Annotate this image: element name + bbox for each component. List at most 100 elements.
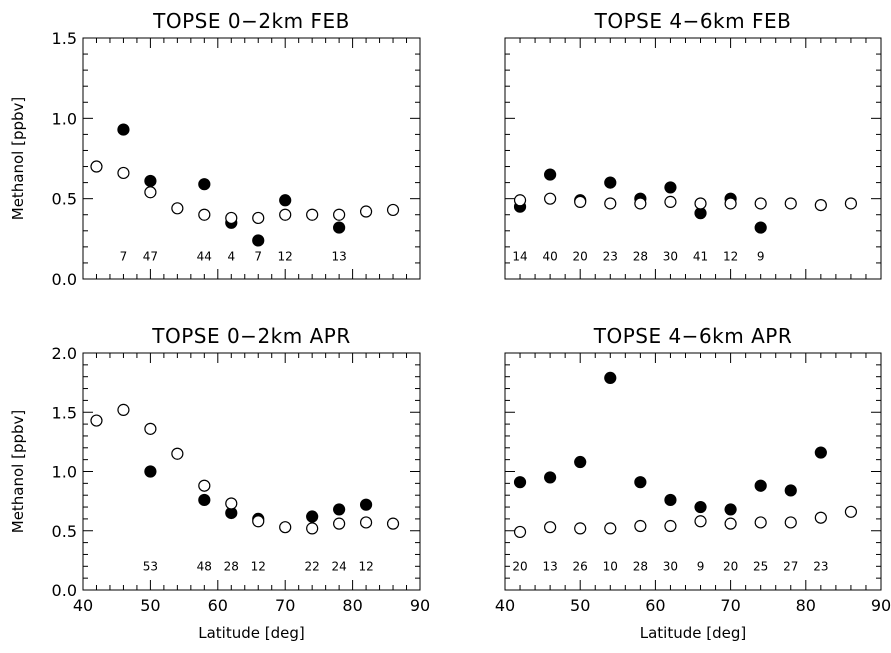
sample-count-label: 25	[753, 559, 768, 573]
sample-count-label: 12	[278, 250, 293, 264]
sample-count-label: 26	[573, 559, 588, 573]
sample-count-label: 12	[251, 559, 266, 573]
x-tick-label: 40	[495, 596, 515, 615]
panel-title: TOPSE 0−2km APR	[151, 324, 350, 348]
data-point-open	[144, 186, 157, 199]
data-point-open	[814, 511, 827, 524]
x-tick-label: 60	[645, 596, 665, 615]
sample-count-label: 12	[723, 250, 738, 264]
data-point-filled	[754, 479, 767, 492]
sample-count-label: 4	[227, 250, 235, 264]
x-tick-label: 60	[208, 596, 228, 615]
sample-count-label: 9	[697, 559, 705, 573]
data-point-filled	[544, 471, 557, 484]
data-point-open	[359, 516, 373, 529]
data-point-open	[544, 192, 557, 205]
data-point-filled	[333, 503, 346, 516]
data-point-open	[306, 208, 319, 221]
sample-count-label: 9	[757, 250, 765, 264]
data-point-filled	[513, 476, 527, 489]
data-point-open	[754, 197, 767, 210]
data-point-open	[604, 522, 617, 535]
y-tick-label: 2.0	[52, 344, 77, 363]
data-point-open	[171, 447, 184, 460]
data-point-filled	[252, 234, 265, 247]
sample-count-label: 20	[573, 250, 588, 264]
data-point-open	[333, 208, 346, 221]
y-tick-label: 1.5	[52, 29, 77, 48]
plot-frame	[82, 37, 421, 280]
data-point-open	[198, 479, 211, 492]
y-tick-label: 1.5	[52, 403, 77, 422]
x-tick-label: 80	[796, 596, 816, 615]
data-point-filled	[664, 493, 677, 507]
sample-count-label: 13	[542, 559, 557, 573]
sample-count-label: 20	[723, 559, 738, 573]
data-point-open	[544, 521, 557, 534]
x-axis-label: Latitude [deg]	[640, 624, 746, 642]
data-point-filled	[814, 446, 827, 459]
sample-count-label: 20	[512, 559, 527, 573]
data-point-filled	[144, 465, 157, 478]
data-point-open	[117, 403, 130, 416]
data-point-filled	[694, 500, 707, 514]
data-point-open	[225, 497, 238, 510]
data-point-open	[784, 197, 797, 210]
data-point-filled	[144, 174, 157, 188]
data-point-filled	[359, 498, 373, 511]
data-point-open	[144, 422, 157, 435]
sample-count-label: 13	[331, 250, 346, 264]
sample-count-label: 28	[633, 559, 648, 573]
data-point-filled	[306, 510, 319, 523]
sample-count-label: 44	[197, 250, 212, 264]
data-point-filled	[198, 178, 211, 191]
data-point-open	[386, 517, 400, 530]
x-tick-label: 50	[570, 596, 590, 615]
panel-title: TOPSE 0−2km FEB	[152, 9, 350, 33]
data-point-open	[664, 519, 677, 533]
panel-title: TOPSE 4−6km APR	[593, 324, 792, 348]
data-point-open	[724, 517, 737, 530]
data-point-open	[574, 522, 587, 535]
data-point-open	[386, 203, 400, 217]
sample-count-label: 24	[331, 559, 346, 573]
data-point-filled	[754, 221, 767, 234]
data-point-open	[90, 414, 103, 427]
data-point-open	[844, 505, 858, 518]
sample-count-label: 23	[603, 250, 618, 264]
data-point-open	[252, 515, 265, 528]
sample-count-label: 7	[254, 250, 262, 264]
data-point-open	[333, 517, 346, 530]
y-axis-label: Methanol [ppbv]	[9, 97, 27, 221]
sample-count-label: 53	[143, 559, 158, 573]
data-point-open	[117, 166, 130, 180]
data-point-open	[306, 522, 319, 535]
data-point-filled	[117, 123, 130, 136]
x-tick-label: 70	[275, 596, 295, 615]
data-point-filled	[634, 476, 647, 489]
data-point-filled	[664, 181, 677, 194]
data-point-filled	[784, 484, 797, 497]
data-point-open	[225, 211, 238, 225]
sample-count-label: 12	[358, 559, 373, 573]
data-point-filled	[724, 503, 737, 516]
panel-title: TOPSE 4−6km FEB	[594, 9, 792, 33]
data-point-filled	[544, 168, 557, 181]
plot-frame	[504, 37, 882, 280]
data-point-open	[574, 195, 587, 208]
x-tick-label: 40	[73, 596, 93, 615]
sample-count-label: 28	[633, 250, 648, 264]
data-point-filled	[333, 221, 346, 234]
sample-count-label: 10	[603, 559, 618, 573]
data-point-filled	[198, 493, 211, 507]
y-axis-label: Methanol [ppbv]	[9, 410, 27, 534]
data-point-open	[664, 195, 677, 208]
data-point-filled	[604, 371, 617, 384]
data-point-open	[754, 516, 767, 529]
data-point-open	[513, 525, 527, 539]
sample-count-label: 14	[512, 250, 527, 264]
data-point-open	[604, 197, 617, 210]
data-point-open	[634, 197, 647, 210]
y-tick-label: 0.5	[52, 522, 77, 541]
